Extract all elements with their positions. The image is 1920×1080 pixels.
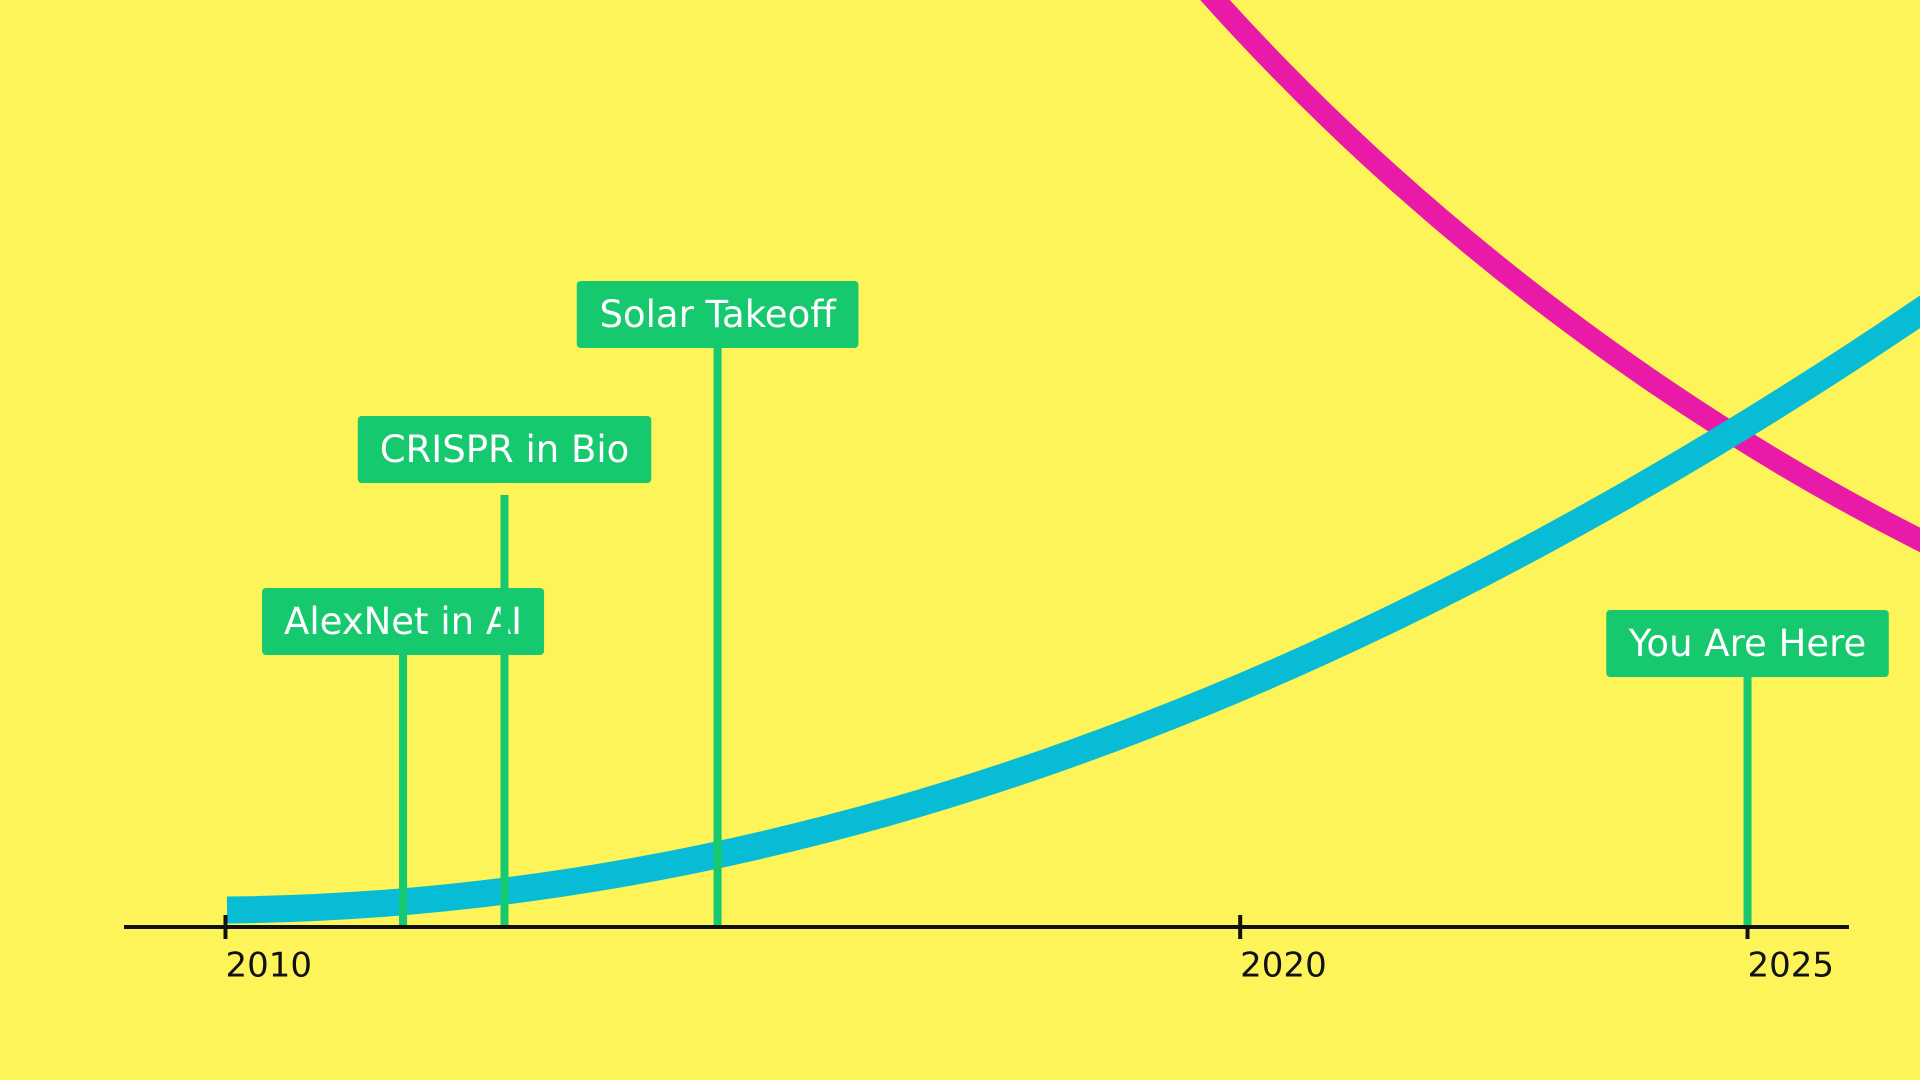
event-box (357, 416, 652, 483)
event-box (1606, 610, 1889, 677)
x-tick-label: 2010 (225, 946, 312, 986)
event-label: AlexNet in AI (284, 600, 522, 643)
decline-curve (1200, 0, 1920, 553)
growth-curve (226, 295, 1920, 924)
event-label: Solar Takeoff (600, 293, 838, 336)
event-box (576, 281, 859, 348)
event-label: CRISPR in Bio (380, 428, 630, 471)
x-tick-label: 2020 (1240, 946, 1327, 986)
timeline: 2010 2020 2025 AlexNet in AI CRISPR in Bio So… (124, 281, 1889, 986)
event-box (262, 588, 545, 655)
event-label: You Are Here (1628, 622, 1867, 665)
x-tick-label: 2025 (1748, 946, 1835, 986)
